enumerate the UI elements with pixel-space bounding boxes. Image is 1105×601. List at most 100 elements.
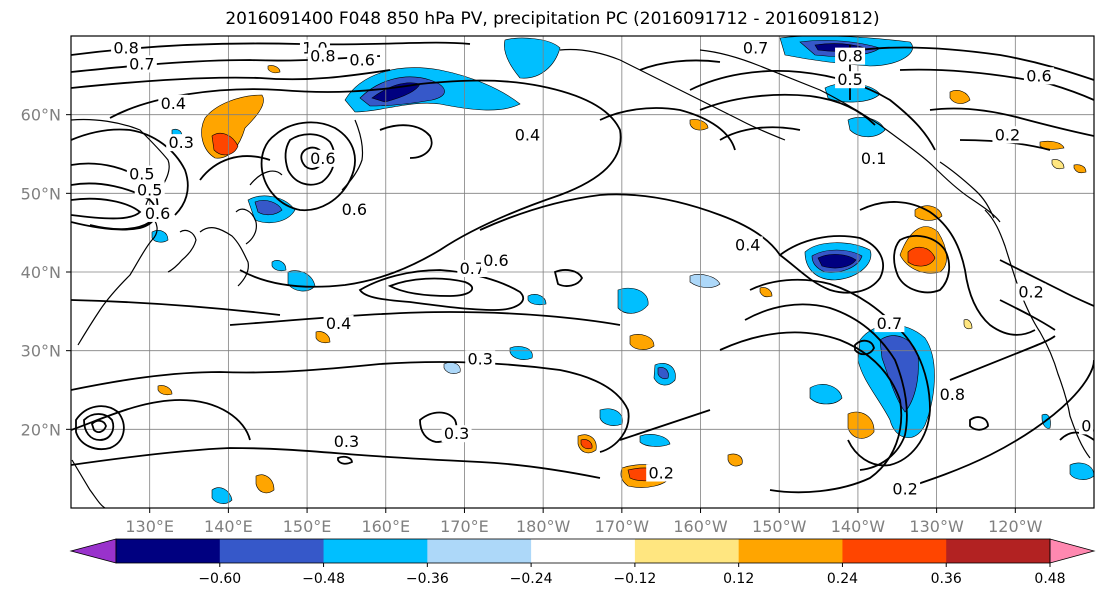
contour-label-bg xyxy=(732,236,763,254)
contour-label-bg xyxy=(874,315,905,333)
contour-label-bg xyxy=(166,134,197,152)
colorbar-segment xyxy=(842,539,947,563)
contour-label: 0.7 xyxy=(743,39,768,58)
contour-label-bg xyxy=(1079,417,1094,435)
contour-label: 0.3 xyxy=(444,424,469,443)
map-gridlines xyxy=(71,36,1094,508)
colorbar-segment xyxy=(116,539,221,563)
contour-label-bg xyxy=(457,260,488,277)
lon-tick-label: 130°W xyxy=(909,517,964,536)
contour-label: 0.6 xyxy=(145,204,170,223)
colorbar-label: 0.12 xyxy=(723,571,754,587)
contour-label-bg xyxy=(937,385,968,403)
contour-label-bg xyxy=(126,165,157,183)
contour-label: 0.6 xyxy=(483,251,508,270)
lat-tick-label: 20°N xyxy=(21,420,61,439)
contour-label-bg xyxy=(323,315,354,333)
lon-tick-label: 150°W xyxy=(752,517,807,536)
lat-tick-label: 40°N xyxy=(21,263,61,282)
contour-label: 0.6 xyxy=(349,51,374,70)
contour-label: 0.7 xyxy=(129,54,154,73)
contour-label: 0.2 xyxy=(892,479,917,498)
contour-label: 0.4 xyxy=(515,125,540,144)
latitude-ticks: 20°N 30°N 40°N 50°N 60°N xyxy=(21,106,71,439)
contour-label-bg xyxy=(307,47,338,65)
contour-label-bg xyxy=(1023,67,1054,85)
contour-label-bg xyxy=(858,149,889,167)
contour-label-bg xyxy=(339,201,370,218)
contour-label: 0.8 xyxy=(940,385,965,404)
colorbar-label: −0.48 xyxy=(302,571,345,587)
lon-tick-label: 120°W xyxy=(988,517,1043,536)
contour-label-bg xyxy=(142,204,173,222)
contour-label: 0.5 xyxy=(129,165,154,184)
contour-label: 0.2 xyxy=(995,125,1020,144)
contour-label: 0.6 xyxy=(1026,66,1051,85)
colorbar-frame xyxy=(115,538,1051,564)
lon-tick-label: 150°E xyxy=(283,517,332,536)
contour-label-bg xyxy=(740,39,771,57)
contour-label: 0.8 xyxy=(837,47,862,66)
contour-label: 0.6 xyxy=(342,200,367,219)
contour-label-bg xyxy=(307,149,338,167)
colorbar-segment xyxy=(946,539,1051,563)
contour-label: 0.8 xyxy=(113,39,138,58)
contour-label-bg xyxy=(126,55,157,73)
contour-label: 0.3 xyxy=(168,133,193,152)
colorbar-segment xyxy=(323,539,428,563)
lon-tick-label: 170°E xyxy=(440,517,489,536)
contour-label-bg xyxy=(1016,283,1047,301)
colorbar-label: −0.12 xyxy=(613,571,656,587)
contour-label: 0.5 xyxy=(837,70,862,89)
lon-tick-label: 140°E xyxy=(204,517,253,536)
contour-label: 0.6 xyxy=(310,149,335,168)
lon-tick-label: 160°W xyxy=(673,517,728,536)
contour-label-bg xyxy=(890,480,921,498)
contour-label-bg xyxy=(480,252,511,270)
colorbar-segment xyxy=(427,539,532,563)
contour-label-bg xyxy=(111,39,142,57)
contour-label-bg xyxy=(646,464,677,482)
contour-label-bg xyxy=(347,51,378,69)
contour-labels: 0.80.71.00.80.60.40.30.50.50.60.60.60.40… xyxy=(111,39,1105,498)
contour-label: 0.3 xyxy=(1081,416,1105,435)
contour-label-bg xyxy=(465,350,496,368)
colorbar-label: 0.48 xyxy=(1034,571,1065,587)
lon-tick-label: 140°W xyxy=(831,517,886,536)
colorbar-label: 0.24 xyxy=(827,571,858,587)
contour-label-bg xyxy=(134,181,165,199)
pv-contours xyxy=(71,41,1094,494)
contour-label-bg xyxy=(992,126,1023,144)
contour-label: 0.2 xyxy=(648,464,673,483)
colorbar-extend-high xyxy=(1049,538,1096,564)
contour-label-bg xyxy=(512,126,543,144)
contour-label: 0.5 xyxy=(137,180,162,199)
contour-label-bg xyxy=(835,47,866,65)
colorbar-label: 0.36 xyxy=(931,571,962,587)
contour-label-bg xyxy=(158,94,189,112)
contour-label: 0.7 xyxy=(877,314,902,333)
contour-label: 0.4 xyxy=(735,235,760,254)
contour-label: 0.3 xyxy=(467,349,492,368)
contour-label: 0.4 xyxy=(326,314,351,333)
contour-label: 0.3 xyxy=(334,432,359,451)
colorbar-segment xyxy=(531,539,636,563)
contour-label: 0.2 xyxy=(1018,283,1043,302)
colorbar-segment xyxy=(738,539,843,563)
lat-tick-label: 60°N xyxy=(21,106,61,125)
contour-label-bg xyxy=(441,425,472,443)
lon-tick-label: 130°E xyxy=(125,517,174,536)
colorbar: −0.60 −0.48 −0.36 −0.24 −0.12 0.12 0.24 0.36 0.4… xyxy=(69,538,1096,587)
lon-tick-label: 160°E xyxy=(361,517,410,536)
lat-tick-label: 50°N xyxy=(21,184,61,203)
colorbar-label: −0.60 xyxy=(198,571,241,587)
contour-label: 0.1 xyxy=(861,149,886,168)
colorbar-label: −0.36 xyxy=(406,571,449,587)
contour-label-bg xyxy=(835,71,866,89)
lat-tick-label: 30°N xyxy=(21,342,61,361)
lon-tick-label: 170°W xyxy=(595,517,650,536)
contour-label: 0.7 xyxy=(460,259,485,278)
contour-label: 0.8 xyxy=(310,47,335,66)
colorbar-extend-low xyxy=(69,538,117,564)
